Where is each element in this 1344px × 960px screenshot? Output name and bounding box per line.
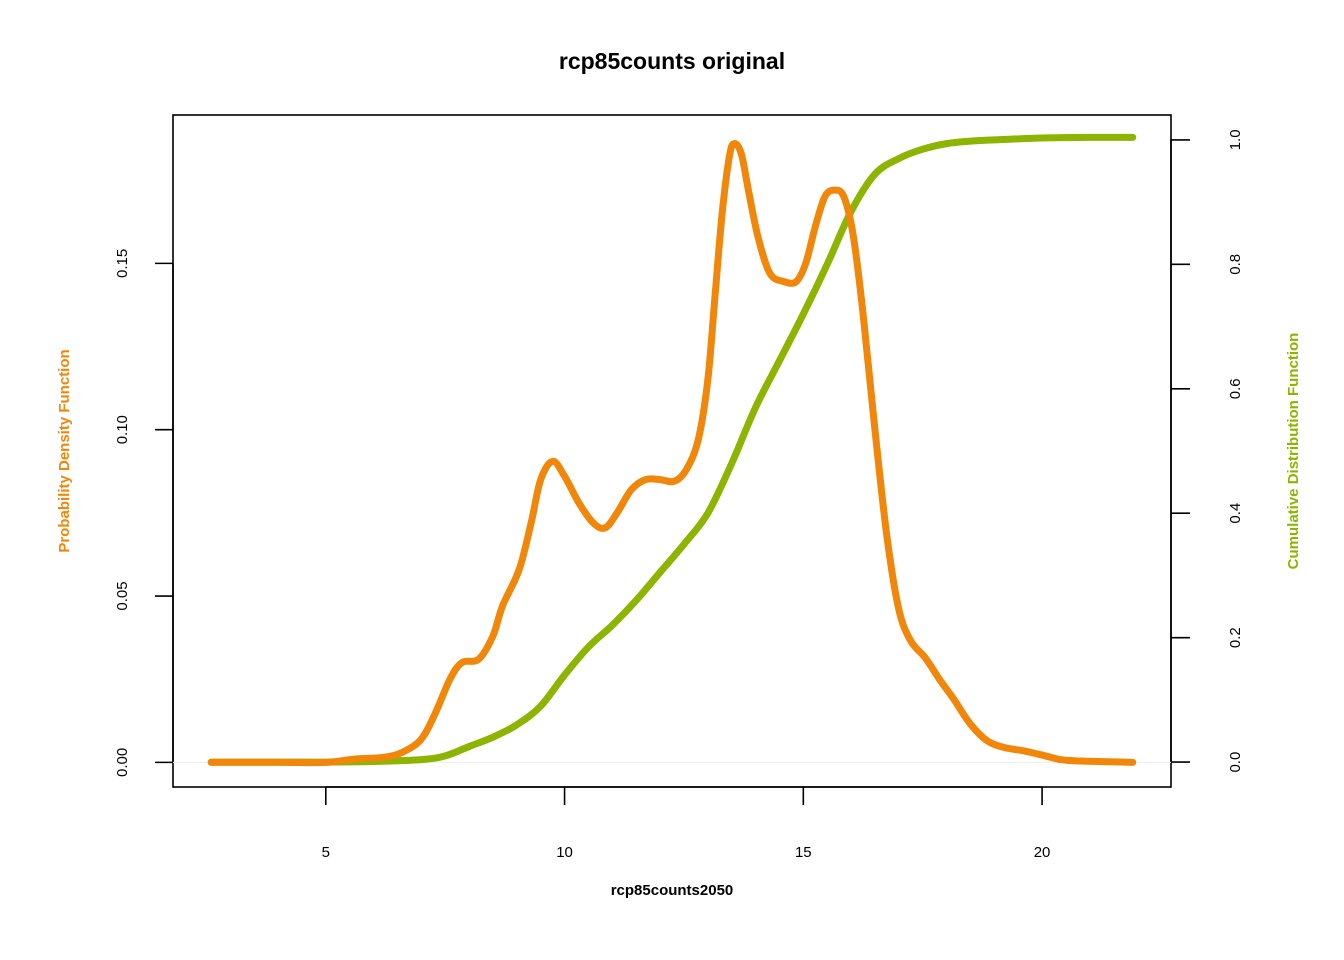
chart-title: rcp85counts original bbox=[559, 48, 785, 74]
x-tick-label: 5 bbox=[322, 844, 330, 861]
y-right-tick-label: 0.6 bbox=[1227, 378, 1244, 399]
y-left-tick-label: 0.00 bbox=[114, 748, 131, 777]
y-left-tick-label: 0.15 bbox=[114, 249, 131, 278]
y-left-tick-label: 0.10 bbox=[114, 415, 131, 444]
series-layer bbox=[173, 133, 1171, 767]
x-axis: 5 10 15 20 bbox=[322, 786, 1051, 861]
x-tick-label: 10 bbox=[556, 844, 573, 861]
y-right-tick-label: 0.2 bbox=[1227, 627, 1244, 648]
x-tick-label: 20 bbox=[1034, 844, 1051, 861]
y-right-tick-label: 0.0 bbox=[1227, 752, 1244, 773]
x-axis-label: rcp85counts2050 bbox=[611, 882, 734, 899]
y-right-tick-label: 1.0 bbox=[1227, 129, 1244, 150]
x-tick-label: 15 bbox=[795, 844, 812, 861]
y-left-axis-label: Probability Density Function bbox=[56, 349, 73, 552]
pdf-line bbox=[207, 140, 1137, 767]
y-right-tick-label: 0.8 bbox=[1227, 254, 1244, 275]
y-right-axis: 0.0 0.2 0.4 0.6 0.8 1.0 bbox=[1170, 129, 1244, 773]
y-left-axis: 0.00 0.05 0.10 0.15 bbox=[114, 249, 174, 777]
cdf-line bbox=[207, 133, 1137, 766]
y-right-axis-label: Cumulative Distribution Function bbox=[1285, 333, 1302, 570]
y-right-tick-label: 0.4 bbox=[1227, 503, 1244, 524]
y-left-tick-label: 0.05 bbox=[114, 581, 131, 610]
